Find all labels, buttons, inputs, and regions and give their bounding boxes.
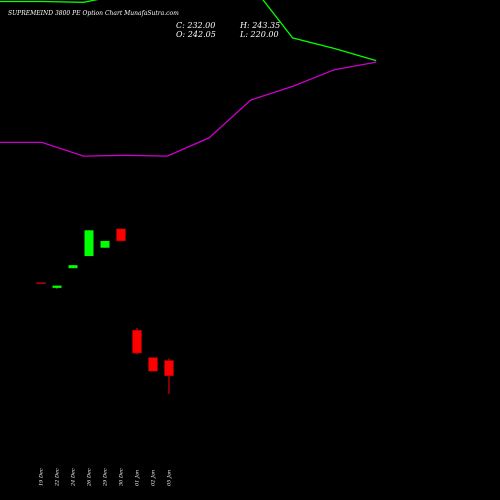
candle-body bbox=[52, 285, 62, 288]
band-lines bbox=[0, 0, 377, 157]
high-value: H: 243.35 bbox=[239, 21, 280, 30]
candle-body bbox=[164, 360, 174, 377]
candle-body bbox=[36, 282, 46, 284]
x-axis-ticks: 19 Dec 22 Dec 24 Dec 26 Dec 29 Dec 30 Dec 01 J… bbox=[39, 468, 173, 487]
x-tick-label: 05 Jan bbox=[167, 470, 173, 486]
chart-title: SUPREMEIND 3800 PE Option Chart MunafaSu… bbox=[8, 10, 179, 17]
candles bbox=[36, 228, 174, 394]
candle-body bbox=[148, 357, 158, 372]
close-value: C: 232.00 bbox=[176, 21, 215, 30]
x-tick-label: 02 Jan bbox=[151, 470, 157, 486]
open-value: O: 242.05 bbox=[176, 30, 216, 39]
x-tick-label: 24 Dec bbox=[71, 468, 77, 487]
x-tick-label: 26 Dec bbox=[87, 468, 93, 487]
candle-body bbox=[116, 228, 126, 242]
x-tick-label: 01 Jan bbox=[135, 470, 141, 486]
candle-body bbox=[84, 230, 94, 257]
candle-body bbox=[132, 330, 142, 354]
x-tick-label: 19 Dec bbox=[39, 468, 45, 486]
low-value: L: 220.00 bbox=[239, 30, 279, 39]
candle-body bbox=[68, 265, 78, 269]
x-tick-label: 29 Dec bbox=[103, 468, 109, 487]
x-tick-label: 22 Dec bbox=[55, 468, 61, 487]
series-line-1 bbox=[0, 0, 377, 62]
x-tick-label: 30 Dec bbox=[119, 468, 125, 486]
candle-body bbox=[100, 240, 110, 248]
series-line-2 bbox=[0, 61, 377, 157]
